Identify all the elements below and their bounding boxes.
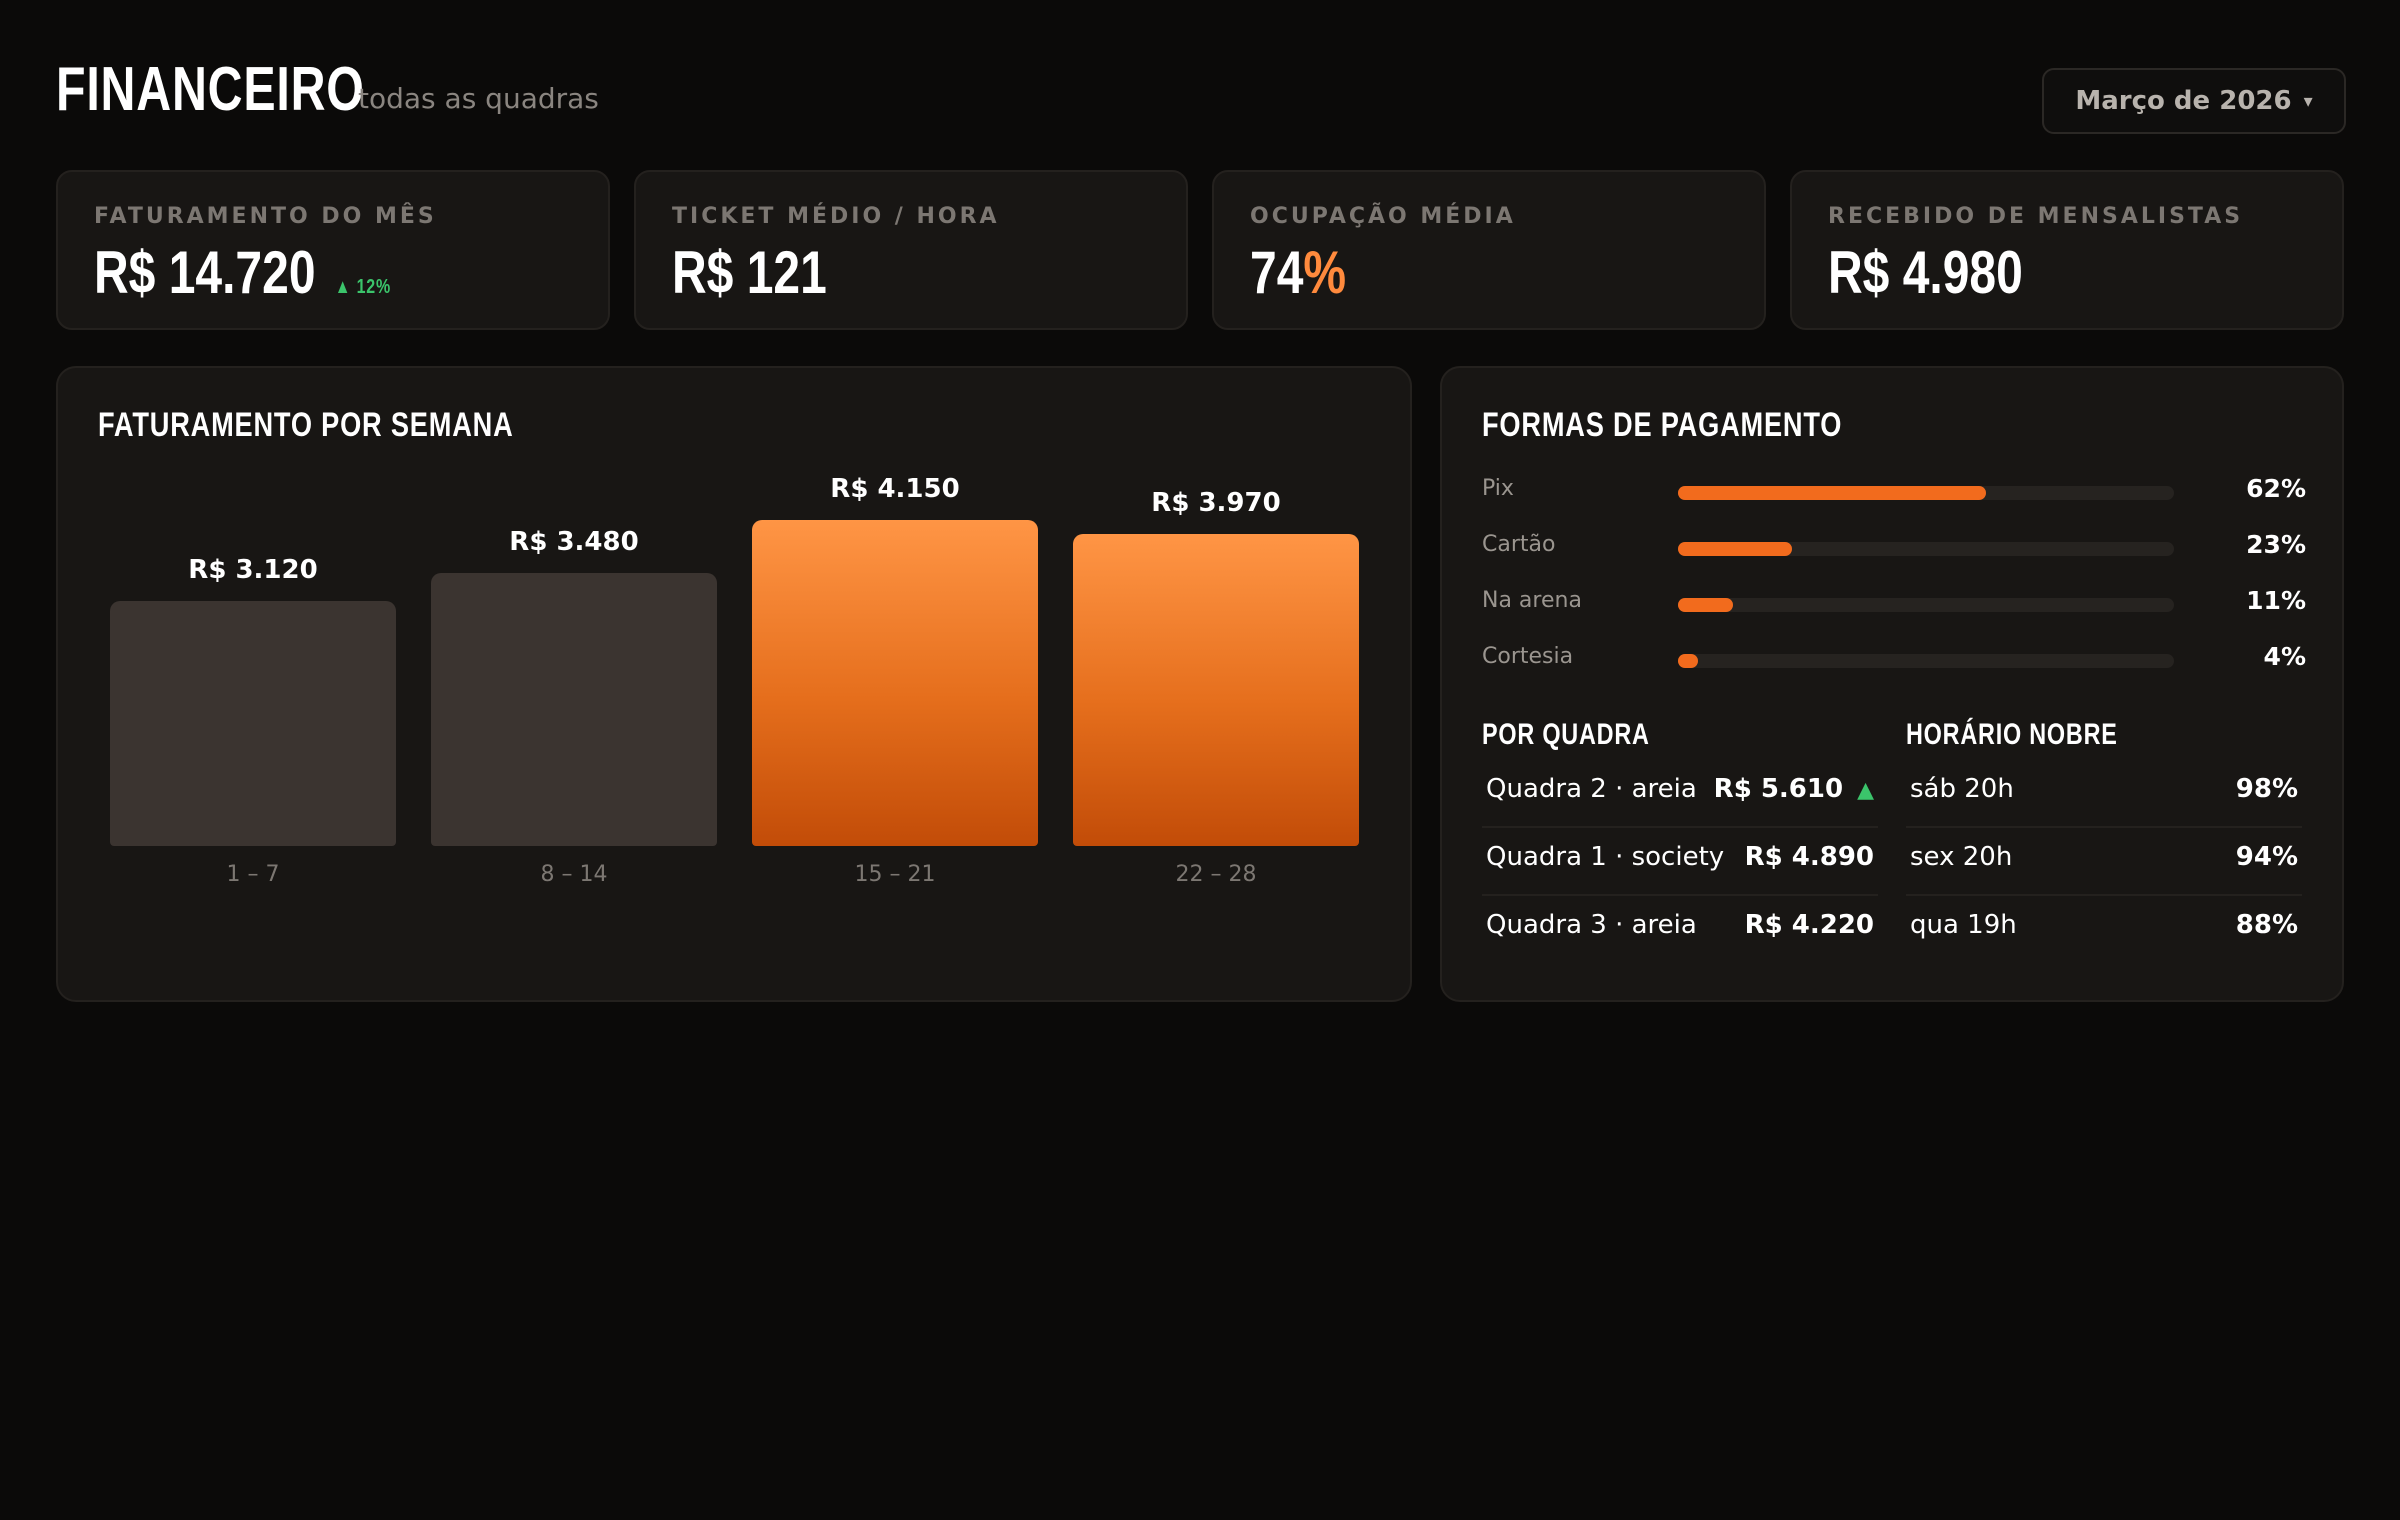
peak-hour-row: sex 20h 94% <box>1906 828 2302 896</box>
kpi-card-revenue: FATURAMENTO DO MÊS R$ 14.720 ▲ 12% <box>56 170 610 330</box>
kpi-value-number: 74 <box>1250 239 1304 306</box>
payment-progress-fill <box>1678 654 1698 668</box>
kpi-card-ticket: TICKET MÉDIO / HORA R$ 121 <box>634 170 1188 330</box>
payment-method-name: Cartão <box>1482 532 1556 557</box>
kpi-value: R$ 4.980 <box>1828 238 2023 307</box>
kpi-value-text: R$ 121 <box>672 239 827 306</box>
kpi-card-occupancy: OCUPAÇÃO MÉDIA 74% <box>1212 170 1766 330</box>
chart-bar <box>1073 534 1359 846</box>
page-title: FINANCEIRO <box>56 55 365 124</box>
kpi-value-unit: % <box>1303 239 1347 306</box>
payment-method-row: Cortesia 4% <box>1482 640 2306 680</box>
bar-value-label: R$ 3.970 <box>1151 488 1281 518</box>
chart-bar <box>752 520 1038 846</box>
payment-progress-track <box>1678 598 2174 612</box>
payment-method-percent: 11% <box>2246 586 2306 615</box>
peak-hour-row: qua 19h 88% <box>1906 896 2302 964</box>
payment-progress-fill <box>1678 486 1986 500</box>
payment-progress-track <box>1678 654 2174 668</box>
kpi-label: RECEBIDO DE MENSALISTAS <box>1828 204 2244 229</box>
payment-progress-fill <box>1678 598 1733 612</box>
page-header: FINANCEIRO todas as quadras Março de 202… <box>56 52 2346 138</box>
panel-title: FORMAS DE PAGAMENTO <box>1482 406 1843 444</box>
weekly-revenue-chart: R$ 3.120 1 – 7 R$ 3.480 8 – 14 R$ 4.150 15 – … <box>58 368 1414 1004</box>
payment-method-row: Na arena 11% <box>1482 584 2306 624</box>
month-select[interactable]: Março de 2026 ▾ <box>2042 68 2346 134</box>
court-name: Quadra 1 · society <box>1486 842 1725 872</box>
kpi-value-text: R$ 4.980 <box>1828 239 2023 306</box>
peak-hour-time: sex 20h <box>1910 842 2013 872</box>
court-revenue-value: R$ 4.220 <box>1745 910 1874 940</box>
court-name: Quadra 3 · areia <box>1486 910 1697 940</box>
bar-value-label: R$ 3.120 <box>188 555 318 585</box>
x-axis-tick-label: 15 – 21 <box>854 862 936 887</box>
bar-value-label: R$ 4.150 <box>830 474 960 504</box>
payment-method-percent: 4% <box>2263 642 2306 671</box>
kpi-label: FATURAMENTO DO MÊS <box>94 204 437 229</box>
peak-hour-occupancy: 98% <box>2235 774 2298 804</box>
payment-method-percent: 62% <box>2246 474 2306 503</box>
bar-value-label: R$ 3.480 <box>509 527 639 557</box>
peak-hour-occupancy: 94% <box>2235 842 2298 872</box>
court-revenue-value: R$ 5.610 ▲ <box>1714 774 1874 804</box>
x-axis-tick-label: 8 – 14 <box>540 862 608 887</box>
payment-method-name: Na arena <box>1482 588 1582 613</box>
page-subtitle: todas as quadras <box>358 82 599 115</box>
kpi-label: TICKET MÉDIO / HORA <box>672 204 1000 229</box>
payment-progress-track <box>1678 486 2174 500</box>
payment-progress-fill <box>1678 542 1793 556</box>
kpi-label: OCUPAÇÃO MÉDIA <box>1250 204 1516 229</box>
peak-hours-title: HORÁRIO NOBRE <box>1906 718 2118 751</box>
court-revenue-row: Quadra 1 · society R$ 4.890 <box>1482 828 1878 896</box>
kpi-card-members: RECEBIDO DE MENSALISTAS R$ 4.980 <box>1790 170 2344 330</box>
court-name: Quadra 2 · areia <box>1486 774 1697 804</box>
by-court-title: POR QUADRA <box>1482 718 1650 751</box>
court-revenue-row: Quadra 3 · areia R$ 4.220 <box>1482 896 1878 964</box>
month-select-value: Março de 2026 <box>2075 86 2292 116</box>
court-revenue-value: R$ 4.890 <box>1745 842 1874 872</box>
peak-hour-occupancy: 88% <box>2235 910 2298 940</box>
chart-bar <box>431 573 717 846</box>
x-axis-tick-label: 22 – 28 <box>1175 862 1257 887</box>
payment-progress-track <box>1678 542 2174 556</box>
peak-hour-time: sáb 20h <box>1910 774 2014 804</box>
payment-method-row: Pix 62% <box>1482 472 2306 512</box>
peak-hour-row: sáb 20h 98% <box>1906 760 2302 828</box>
payment-method-percent: 23% <box>2246 530 2306 559</box>
peak-hour-time: qua 19h <box>1910 910 2017 940</box>
payment-method-name: Cortesia <box>1482 644 1574 669</box>
weekly-revenue-panel: FATURAMENTO POR SEMANA R$ 3.120 1 – 7 R$ 3… <box>56 366 1412 1002</box>
kpi-value: 74% <box>1250 238 1346 307</box>
x-axis-tick-label: 1 – 7 <box>226 862 280 887</box>
payments-panel: FORMAS DE PAGAMENTO Pix 62% Cartão 23% Na ar… <box>1440 366 2344 1002</box>
kpi-value: R$ 121 <box>672 238 827 307</box>
court-revenue-row: Quadra 2 · areia R$ 5.610 ▲ <box>1482 760 1878 828</box>
kpi-value: R$ 14.720 ▲ 12% <box>94 238 391 307</box>
chart-bar <box>110 601 396 846</box>
court-revenue-amount: R$ 5.610 <box>1713 774 1844 804</box>
trend-up-icon: ▲ <box>1857 778 1874 803</box>
kpi-value-text: R$ 14.720 <box>94 239 316 306</box>
payment-method-row: Cartão 23% <box>1482 528 2306 568</box>
court-revenue-amount: R$ 4.220 <box>1744 910 1874 940</box>
court-revenue-amount: R$ 4.890 <box>1744 842 1874 872</box>
payment-method-name: Pix <box>1482 476 1514 501</box>
chevron-down-icon: ▾ <box>2303 90 2313 112</box>
trend-up-badge: ▲ 12% <box>334 276 392 298</box>
panel-title: FATURAMENTO POR SEMANA <box>98 406 514 444</box>
